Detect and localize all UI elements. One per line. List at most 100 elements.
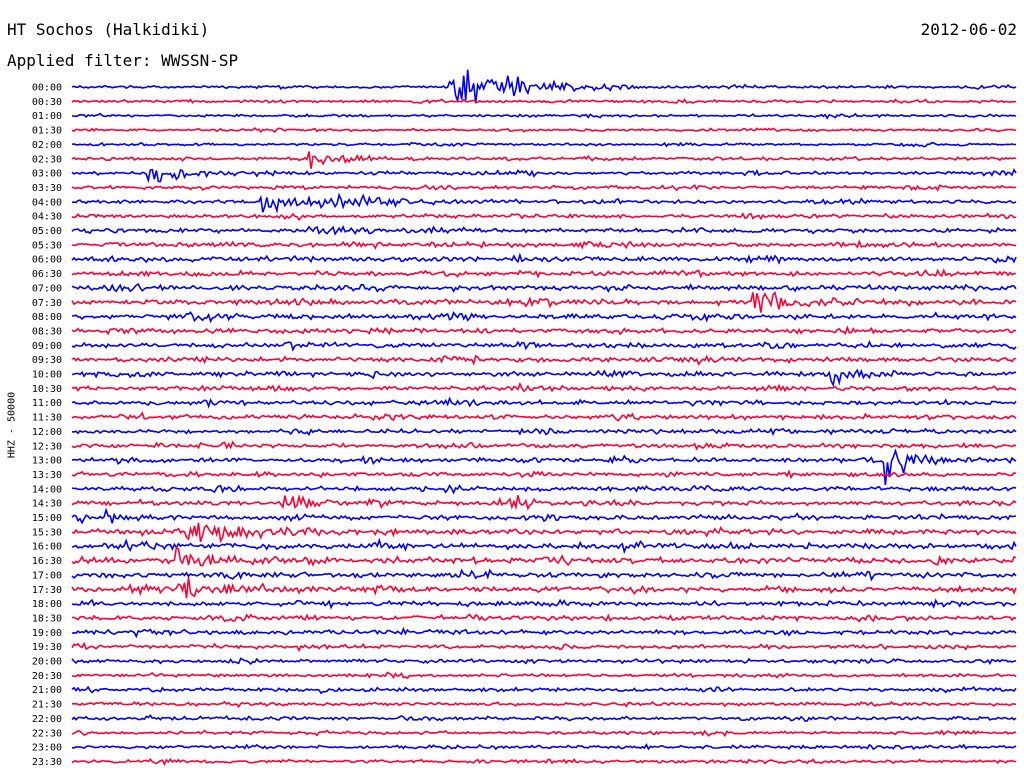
row-time-label: 16:30 [32, 556, 62, 567]
seismic-trace-line [71, 239, 1017, 250]
seismic-trace-line [71, 743, 1017, 751]
row-time-label: 11:00 [32, 398, 62, 409]
seismic-trace-line [71, 545, 1017, 567]
seismic-trace-line [71, 657, 1017, 666]
row-time-label: 21:30 [32, 700, 62, 711]
seismic-trace-line [71, 98, 1017, 105]
seismic-trace-line [71, 311, 1017, 324]
row-time-label: 02:00 [32, 140, 62, 151]
seismic-trace-line [71, 381, 1017, 393]
seismic-trace-line [71, 448, 1017, 486]
date-label: 2012-06-02 [920, 20, 1017, 39]
seismic-trace-line [71, 626, 1017, 639]
row-time-label: 00:00 [32, 83, 62, 94]
seismic-trace-line [71, 537, 1017, 555]
row-time-label: 13:30 [32, 470, 62, 481]
seismic-trace-line [71, 127, 1017, 134]
seismic-trace-line [71, 283, 1017, 294]
seismic-trace-line [71, 112, 1017, 120]
row-time-label: 23:00 [32, 743, 62, 754]
seismic-trace-line [71, 192, 1017, 214]
row-time-label: 13:00 [32, 456, 62, 467]
row-time-label: 04:30 [32, 212, 62, 223]
seismic-trace-line [71, 184, 1016, 192]
seismic-trace-line [71, 714, 1017, 722]
row-time-label: 19:30 [32, 642, 62, 653]
row-time-label: 08:30 [32, 326, 62, 337]
seismic-trace-line [71, 225, 1017, 236]
seismic-trace-line [71, 685, 1017, 695]
row-time-label: 19:00 [32, 628, 62, 639]
row-time-label: 23:30 [32, 757, 62, 768]
seismic-trace-line [71, 729, 1017, 738]
seismic-trace-line [71, 613, 1017, 623]
row-time-label: 11:30 [32, 413, 62, 424]
seismic-trace-line [71, 568, 1017, 582]
seismic-trace-line [71, 368, 1017, 388]
row-time-label: 14:00 [32, 484, 62, 495]
filter-label: Applied filter: WWSSN-SP [7, 51, 239, 70]
seismic-trace-line [71, 440, 1017, 451]
seismic-trace-line [71, 212, 1017, 221]
row-time-label: 09:00 [32, 341, 62, 352]
seismic-trace-line [71, 493, 1017, 511]
row-time-label: 20:30 [32, 671, 62, 682]
seismic-trace-line [71, 700, 1017, 709]
seismic-trace-line [71, 252, 1017, 265]
seismic-trace-line [71, 396, 1017, 409]
row-time-label: 14:30 [32, 499, 62, 510]
row-time-label: 06:00 [32, 255, 62, 266]
seismic-trace-line [71, 671, 1017, 680]
seismic-trace-line [71, 168, 1017, 184]
row-time-label: 18:30 [32, 613, 62, 624]
row-time-label: 10:00 [32, 370, 62, 381]
seismic-trace-line [71, 483, 1017, 495]
row-time-label: 12:30 [32, 441, 62, 452]
seismic-trace-line [71, 325, 1017, 336]
seismic-trace-line [71, 757, 1017, 767]
row-time-label: 04:00 [32, 197, 62, 208]
row-time-label: 01:30 [32, 126, 62, 137]
seismic-trace-line [71, 411, 1017, 422]
row-time-label: 18:00 [32, 599, 62, 610]
row-time-label: 08:00 [32, 312, 62, 323]
row-time-label: 05:30 [32, 240, 62, 251]
seismic-trace-line [71, 641, 1017, 653]
seismic-trace-line [71, 340, 1017, 352]
station-title: HT Sochos (Halkidiki) [7, 20, 210, 39]
row-time-label: 15:30 [32, 527, 62, 538]
row-time-label: 03:00 [32, 169, 62, 180]
row-time-label: 10:30 [32, 384, 62, 395]
seismic-trace-line [71, 522, 1017, 544]
row-time-label: 22:00 [32, 714, 62, 725]
seismic-trace-line [71, 598, 1017, 610]
row-time-label: 07:00 [32, 283, 62, 294]
row-time-label: 16:00 [32, 542, 62, 553]
row-time-label: 05:00 [32, 226, 62, 237]
seismic-trace-line [71, 507, 1017, 525]
row-time-label: 15:00 [32, 513, 62, 524]
row-time-label: 17:00 [32, 570, 62, 581]
row-time-label: 01:00 [32, 111, 62, 122]
row-time-label: 20:00 [32, 657, 62, 668]
seismic-trace-line [71, 268, 1017, 279]
row-time-label: 22:30 [32, 728, 62, 739]
row-time-label: 21:00 [32, 685, 62, 696]
row-time-label: 07:30 [32, 298, 62, 309]
seismic-trace-line [71, 427, 1017, 437]
row-time-label: 03:30 [32, 183, 62, 194]
seismic-trace-line [71, 151, 1017, 169]
row-time-label: 06:30 [32, 269, 62, 280]
row-time-label: 09:30 [32, 355, 62, 366]
seismic-trace-line [71, 354, 1017, 366]
seismic-trace-line [71, 291, 1017, 313]
seismic-trace-line [71, 141, 1016, 148]
seismic-trace-line [71, 469, 1017, 480]
row-time-label: 17:30 [32, 585, 62, 596]
row-time-label: 12:00 [32, 427, 62, 438]
row-time-label: 02:30 [32, 154, 62, 165]
seismic-trace-line [71, 69, 1017, 104]
seismic-trace-line [71, 577, 1017, 599]
row-time-label: 00:30 [32, 97, 62, 108]
